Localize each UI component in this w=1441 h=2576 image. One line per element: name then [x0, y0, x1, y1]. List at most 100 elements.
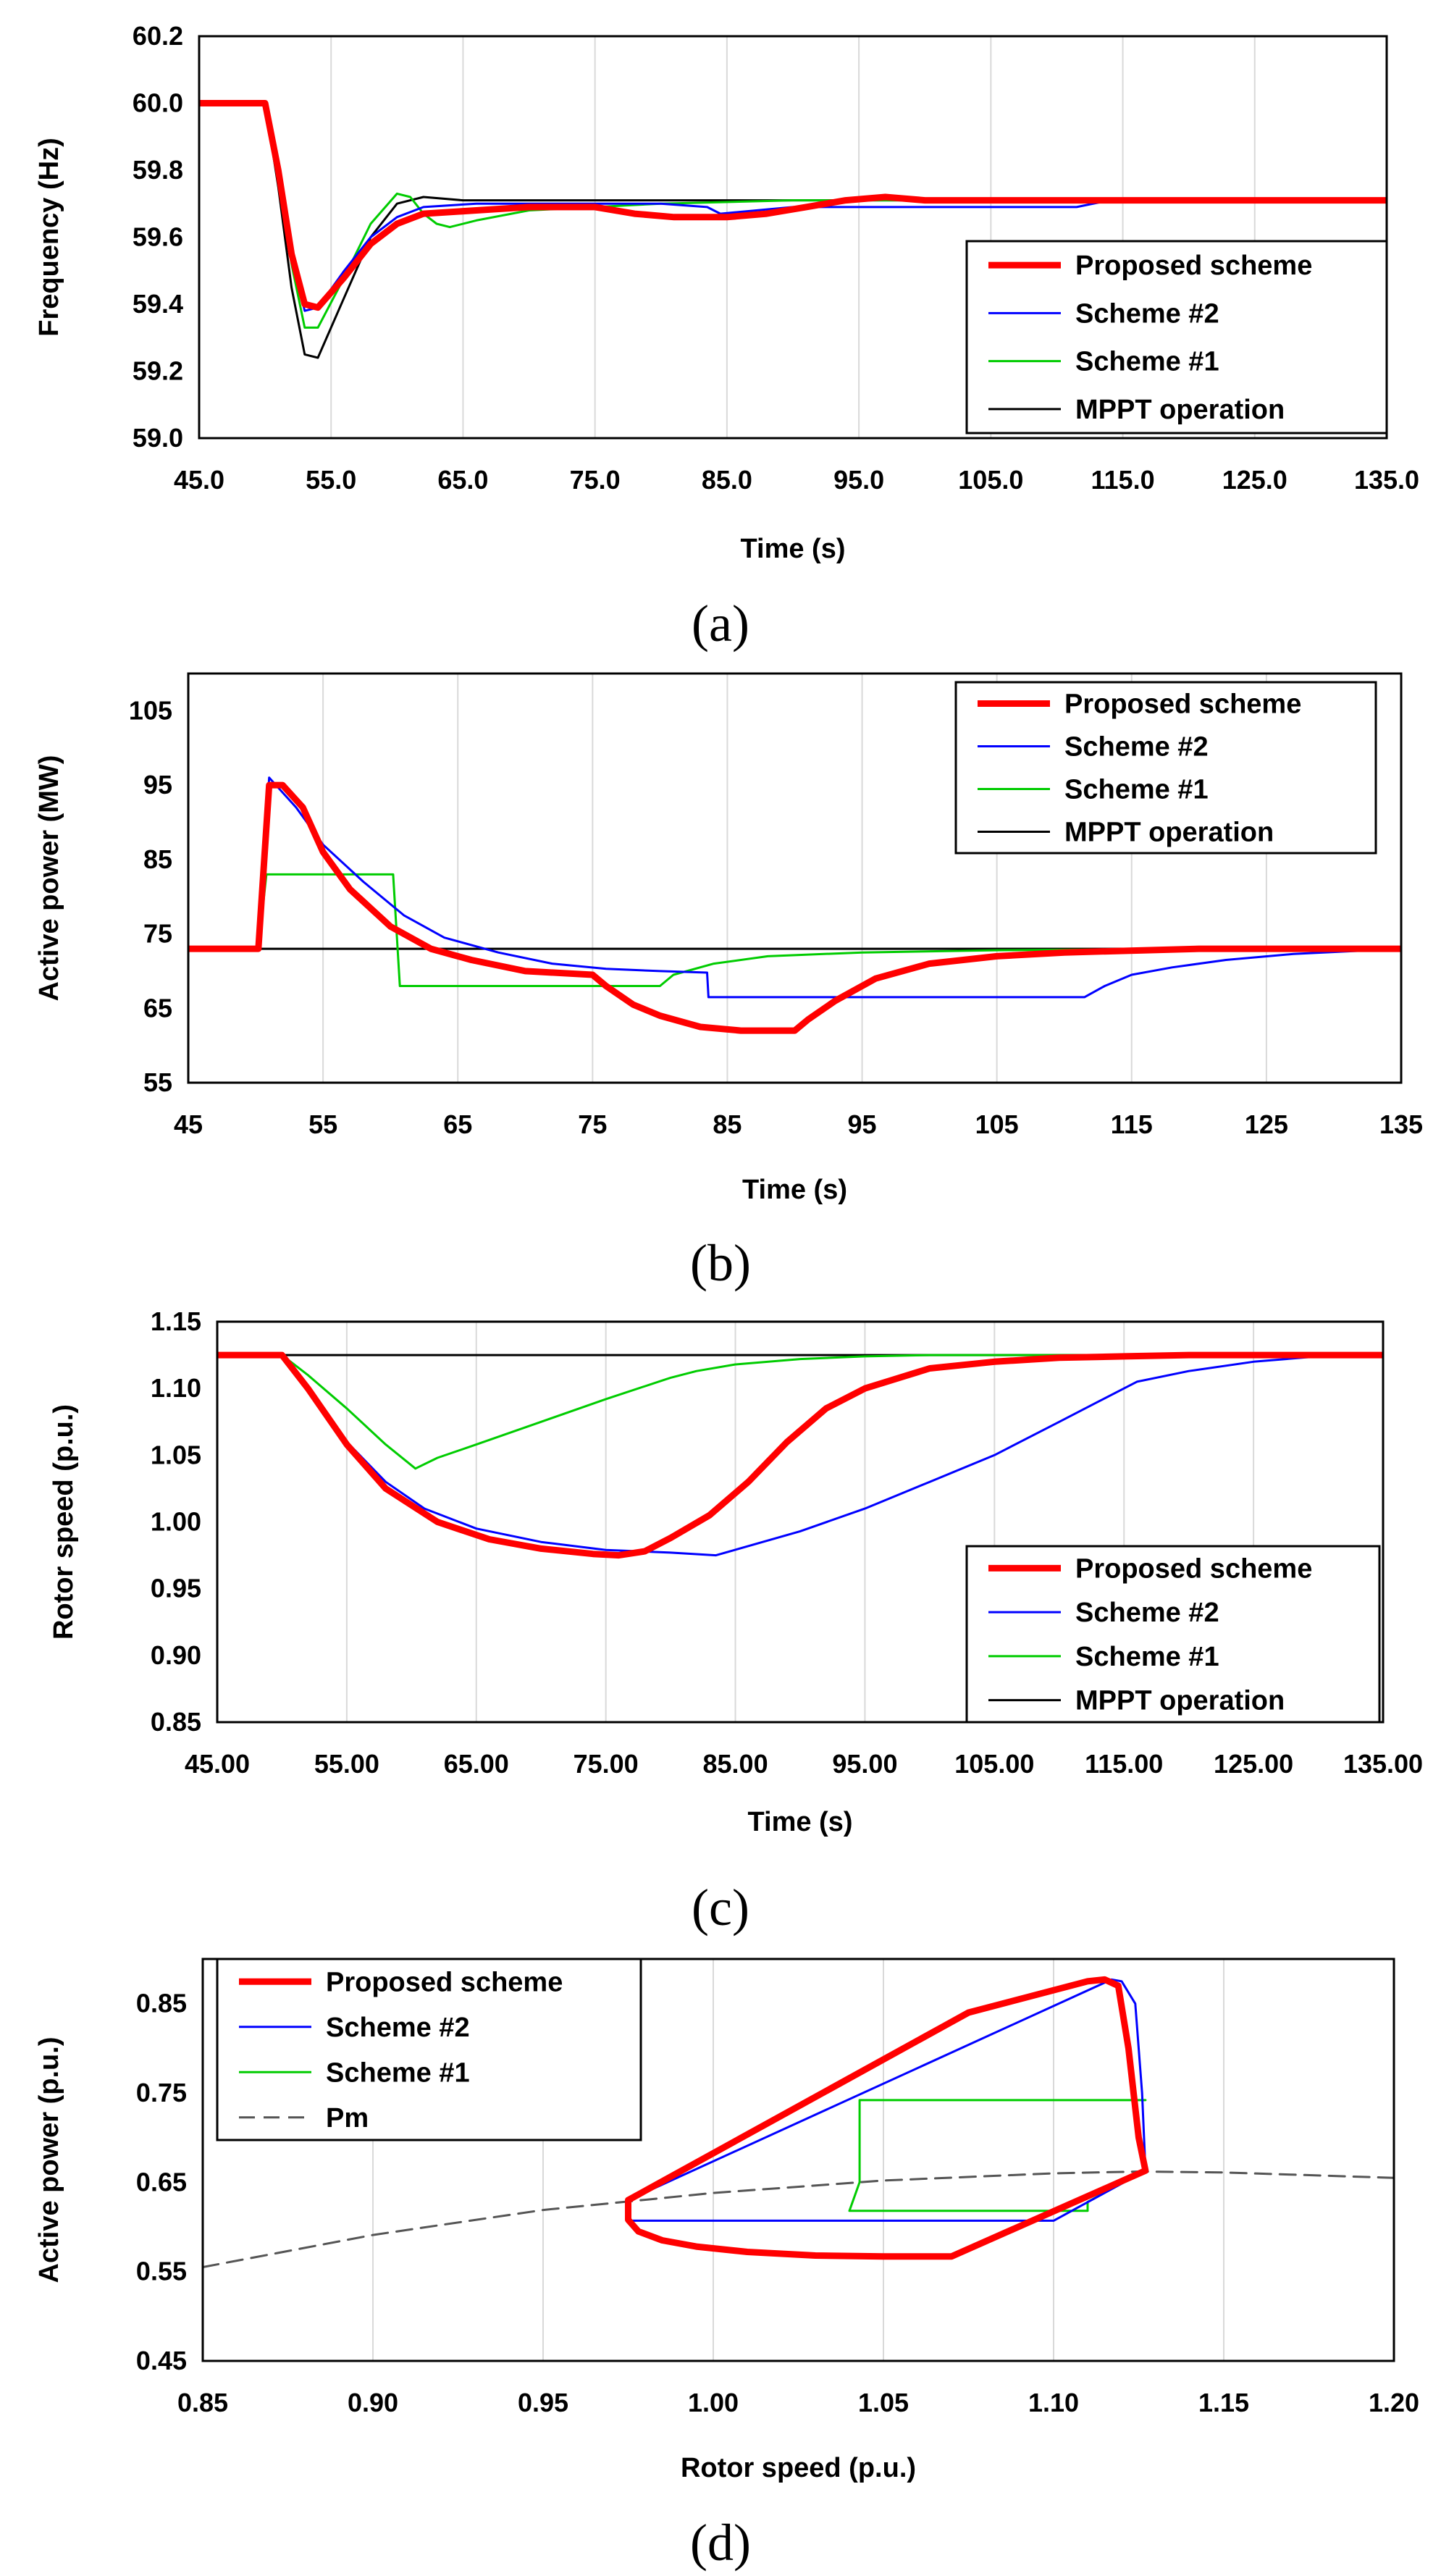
legend-label: Scheme #2	[1075, 1598, 1219, 1628]
x-tick-label: 115	[1111, 1109, 1153, 1139]
series-line-scheme-2	[627, 1978, 1147, 2222]
x-tick-label: 135.0	[1354, 465, 1419, 495]
legend-label: Proposed scheme	[1075, 1553, 1312, 1584]
x-tick-label: 135	[1379, 1109, 1423, 1139]
y-tick-label: 0.85	[151, 1707, 201, 1737]
x-axis-label: Rotor speed (p.u.)	[681, 2453, 916, 2483]
y-tick-label: 1.15	[151, 1306, 201, 1336]
panel-caption: (c)	[692, 1879, 749, 1937]
x-tick-label: 1.05	[858, 2388, 909, 2417]
legend-label: Scheme #1	[1064, 775, 1209, 805]
x-tick-label: 135.00	[1343, 1749, 1423, 1779]
y-tick-label: 0.90	[151, 1640, 201, 1670]
legend-label: Scheme #2	[1064, 732, 1209, 763]
y-axis-label: Frequency (Hz)	[34, 138, 64, 336]
series-group	[217, 1351, 1383, 1559]
y-axis-label: Active power (MW)	[34, 755, 64, 1002]
chart-panel-a: 59.0 59.2 59.4 59.6 59.8 60.0 60.2 45.0 55.0 65.0…	[34, 21, 1419, 653]
y-tick-label: 65	[143, 993, 172, 1023]
legend: Proposed scheme Scheme #2 Scheme #1 MPPT op…	[965, 1545, 1381, 1724]
x-tick-label: 1.20	[1369, 2388, 1419, 2417]
legend-box	[965, 240, 1388, 435]
series-line-proposed-scheme	[188, 781, 1401, 1034]
x-tick-label: 95	[848, 1109, 877, 1139]
x-tick-label: 65.0	[437, 465, 488, 495]
legend-box	[965, 1545, 1381, 1724]
panel-caption: (a)	[692, 595, 749, 653]
y-tick-label: 0.85	[136, 1989, 187, 2018]
x-tick-label: 0.90	[348, 2388, 398, 2417]
legend: Proposed scheme Scheme #2 Scheme #1 MPPT op…	[954, 681, 1377, 855]
y-tick-label: 1.05	[151, 1440, 201, 1469]
x-tick-label: 125.0	[1222, 465, 1287, 495]
x-tick-label: 105.0	[958, 465, 1023, 495]
y-tick-label: 0.65	[136, 2167, 187, 2197]
x-tick-label: 55	[308, 1109, 337, 1139]
x-axis-label: Time (s)	[742, 1175, 847, 1205]
legend: Proposed scheme Scheme #2 Scheme #1 MPPT op…	[965, 240, 1388, 435]
chart-panel-c: 0.85 0.90 0.95 1.00 1.05 1.10 1.15 45.00 55.00 65…	[49, 1306, 1423, 1937]
legend-label: Proposed scheme	[1064, 689, 1301, 720]
y-tick-label: 59.0	[133, 423, 183, 453]
x-tick-label: 75.00	[574, 1749, 639, 1779]
x-tick-label: 105	[975, 1109, 1019, 1139]
legend-label: Proposed scheme	[1075, 251, 1312, 281]
x-tick-label: 0.85	[177, 2388, 228, 2417]
y-tick-label: 105	[129, 695, 172, 725]
plot-frame	[198, 35, 1388, 440]
x-tick-label: 95.0	[833, 465, 884, 495]
plot-frame	[187, 672, 1403, 1084]
y-tick-label: 95	[143, 770, 172, 800]
series-group	[203, 1976, 1394, 2268]
x-tick-label: 125	[1245, 1109, 1288, 1139]
legend-label: MPPT operation	[1075, 1686, 1285, 1716]
x-tick-label: 125.00	[1214, 1749, 1293, 1779]
plot-frame	[201, 1958, 1395, 2362]
y-tick-label: 85	[143, 844, 172, 874]
series-line-scheme-1	[848, 2099, 1147, 2212]
x-tick-label: 55.00	[314, 1749, 379, 1779]
x-tick-label: 85	[713, 1109, 741, 1139]
legend-label: Scheme #1	[326, 2057, 470, 2088]
y-tick-label: 59.8	[133, 155, 183, 185]
legend-label: MPPT operation	[1064, 818, 1274, 848]
x-tick-label: 95.00	[832, 1749, 897, 1779]
x-tick-label: 1.15	[1198, 2388, 1249, 2417]
chart-panel-d: 0.45 0.55 0.65 0.75 0.85 0.85 0.90 0.95 1.00 1.05…	[34, 1958, 1419, 2572]
series-line-proposed-scheme	[217, 1351, 1383, 1559]
y-tick-label: 60.2	[133, 21, 183, 51]
x-tick-label: 65.00	[444, 1749, 509, 1779]
y-tick-label: 75	[143, 919, 172, 949]
legend-label: Pm	[326, 2103, 369, 2134]
legend-label: MPPT operation	[1075, 395, 1285, 425]
legend-box	[954, 681, 1377, 855]
series-group	[199, 100, 1387, 359]
y-tick-label: 60.0	[133, 88, 183, 118]
series-line-proposed-scheme	[199, 100, 1387, 311]
series-line-pm	[203, 2170, 1394, 2268]
x-tick-label: 55.0	[306, 465, 356, 495]
y-tick-label: 59.6	[133, 222, 183, 252]
series-line-proposed-scheme	[625, 1976, 1149, 2260]
x-tick-label: 65	[443, 1109, 472, 1139]
y-tick-label: 59.2	[133, 356, 183, 386]
x-tick-label: 85.0	[702, 465, 752, 495]
x-tick-label: 1.00	[688, 2388, 739, 2417]
legend-box	[216, 1958, 642, 2141]
x-tick-label: 45	[174, 1109, 203, 1139]
x-axis-label: Time (s)	[747, 1807, 852, 1837]
y-tick-label: 59.4	[133, 289, 183, 319]
x-tick-label: 105.00	[954, 1749, 1034, 1779]
series-group	[188, 776, 1401, 1034]
x-tick-label: 115.00	[1085, 1749, 1163, 1779]
x-tick-label: 115.0	[1091, 465, 1155, 495]
legend-label: Scheme #1	[1075, 347, 1219, 377]
panel-caption: (b)	[690, 1234, 751, 1292]
x-tick-label: 45.0	[174, 465, 224, 495]
y-tick-label: 0.45	[136, 2346, 187, 2375]
plot-frame	[216, 1320, 1385, 1724]
x-tick-label: 75	[578, 1109, 607, 1139]
y-tick-label: 0.95	[151, 1574, 201, 1603]
